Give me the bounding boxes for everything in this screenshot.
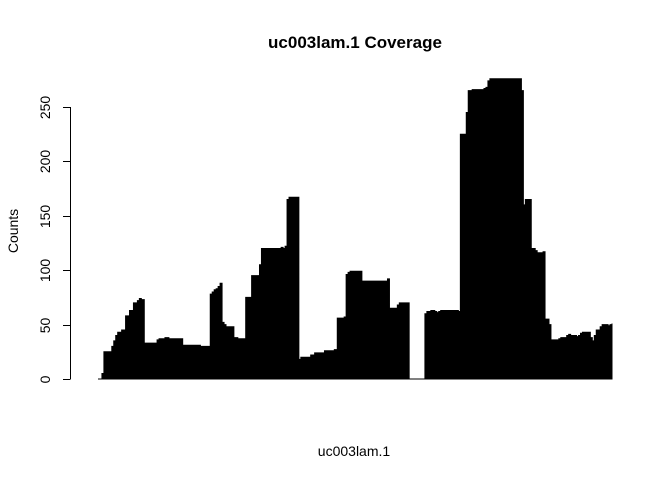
y-axis-label: Counts bbox=[5, 209, 21, 253]
x-axis-label: uc003lam.1 bbox=[318, 443, 391, 459]
y-tick-label-0: 0 bbox=[37, 375, 53, 383]
y-tick-label-200: 200 bbox=[37, 150, 53, 174]
y-tick-label-150: 150 bbox=[37, 205, 53, 229]
y-tick-label-100: 100 bbox=[37, 259, 53, 283]
coverage-area bbox=[98, 78, 613, 380]
chart-title: uc003lam.1 Coverage bbox=[268, 33, 442, 52]
y-tick-label-250: 250 bbox=[37, 96, 53, 120]
y-tick-label-50: 50 bbox=[37, 318, 53, 334]
